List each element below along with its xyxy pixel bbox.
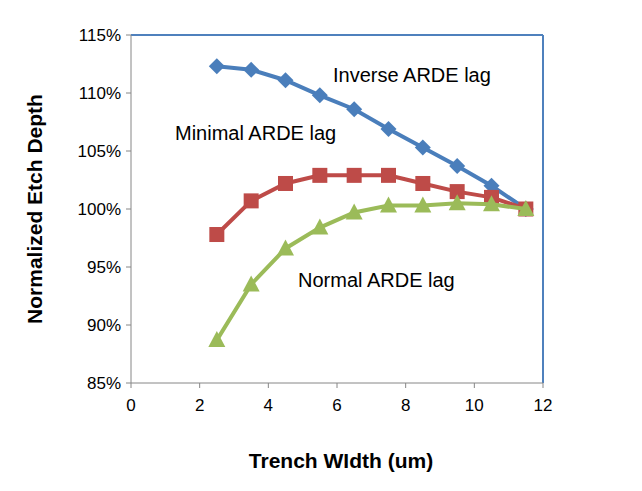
x-tick-label: 12 bbox=[534, 396, 553, 415]
data-point bbox=[381, 168, 396, 183]
series-line bbox=[217, 203, 526, 340]
data-point bbox=[312, 87, 328, 103]
y-tick bbox=[126, 383, 131, 384]
data-point bbox=[347, 168, 362, 183]
series-label: Inverse ARDE lag bbox=[333, 64, 491, 86]
frame-top bbox=[131, 34, 543, 36]
data-point bbox=[414, 197, 431, 213]
y-tick-label: 105% bbox=[78, 142, 121, 161]
x-tick-label: 2 bbox=[195, 396, 204, 415]
data-point bbox=[346, 203, 363, 219]
y-tick-label: 115% bbox=[79, 26, 121, 45]
data-point bbox=[415, 140, 431, 156]
plot-area bbox=[208, 58, 534, 347]
x-tick bbox=[474, 383, 475, 388]
data-point bbox=[380, 197, 397, 213]
data-point bbox=[277, 239, 294, 255]
y-tick-label: 90% bbox=[87, 316, 121, 335]
x-tick bbox=[199, 383, 200, 388]
x-tick-label: 6 bbox=[332, 396, 341, 415]
x-tick-label: 4 bbox=[264, 396, 273, 415]
data-point bbox=[346, 101, 362, 117]
x-tick-label: 8 bbox=[401, 396, 410, 415]
data-point bbox=[483, 195, 500, 211]
data-point bbox=[381, 121, 397, 137]
x-tick bbox=[543, 383, 544, 388]
series-label: Minimal ARDE lag bbox=[175, 122, 336, 144]
y-tick bbox=[126, 93, 131, 94]
x-tick bbox=[405, 383, 406, 388]
y-tick-label: 100% bbox=[78, 200, 121, 219]
x-tick-label: 10 bbox=[465, 396, 484, 415]
y-tick-label: 85% bbox=[87, 374, 121, 393]
x-tick bbox=[268, 383, 269, 388]
y-axis-title: Normalized Etch Depth bbox=[23, 94, 46, 324]
y-tick bbox=[126, 151, 131, 152]
data-point bbox=[449, 194, 466, 210]
data-point bbox=[278, 72, 294, 88]
data-point bbox=[278, 176, 293, 191]
data-point bbox=[243, 62, 259, 78]
data-point bbox=[209, 58, 225, 74]
data-point bbox=[244, 193, 259, 208]
chart: 85% 90% 95% 100% 105% 110% 115% 0 2 4 6 8 10 12 Trench… bbox=[0, 0, 642, 491]
x-tick bbox=[131, 383, 132, 388]
data-point bbox=[208, 331, 225, 347]
frame-right bbox=[542, 35, 544, 383]
series-label: Normal ARDE lag bbox=[298, 269, 455, 291]
x-tick-label: 0 bbox=[126, 396, 135, 415]
data-point bbox=[517, 200, 534, 216]
data-point bbox=[311, 219, 328, 235]
y-tick bbox=[126, 35, 131, 36]
y-tick-label: 95% bbox=[87, 258, 121, 277]
data-point bbox=[243, 275, 260, 291]
background bbox=[0, 0, 642, 491]
data-point bbox=[209, 227, 224, 242]
data-point bbox=[415, 176, 430, 191]
y-tick bbox=[126, 267, 131, 268]
y-tick bbox=[126, 209, 131, 210]
y-tick bbox=[126, 325, 131, 326]
x-axis-title: Trench WIdth (um) bbox=[249, 449, 433, 472]
data-point bbox=[312, 168, 327, 183]
data-point bbox=[449, 158, 465, 174]
x-tick bbox=[337, 383, 338, 388]
y-tick-label: 110% bbox=[79, 84, 121, 103]
